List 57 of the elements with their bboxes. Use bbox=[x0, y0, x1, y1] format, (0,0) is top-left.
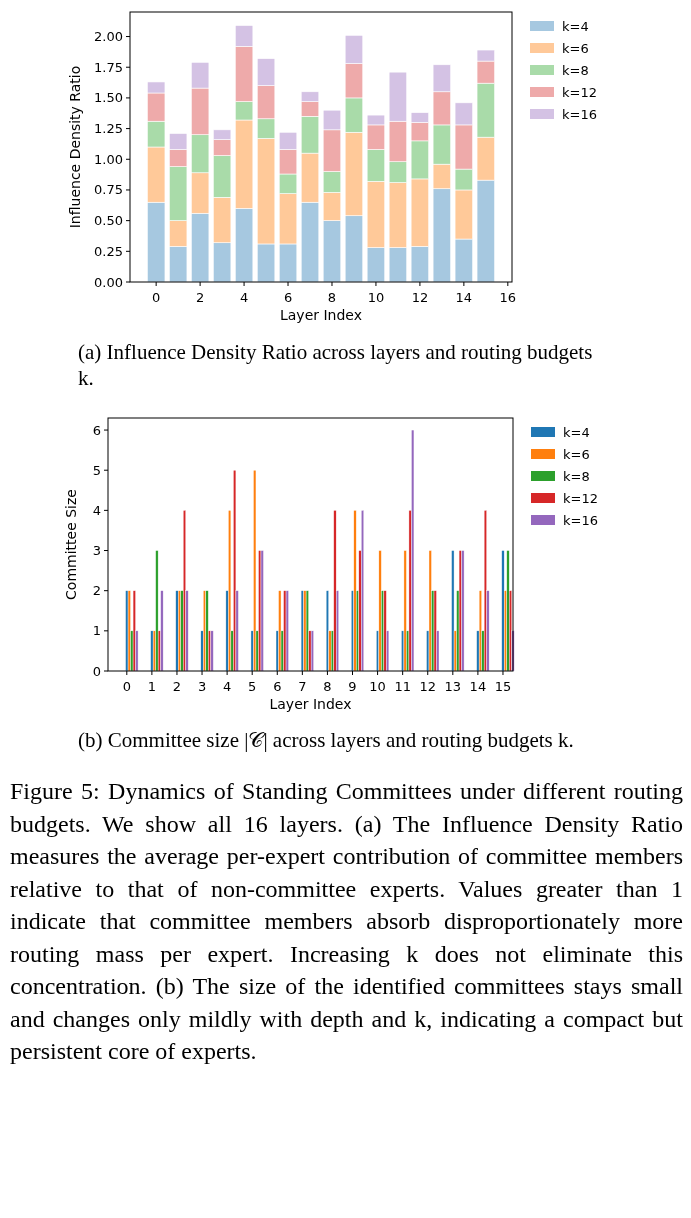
x-tick-label: 2 bbox=[195, 290, 205, 305]
x-tick-label: 9 bbox=[348, 679, 357, 694]
x-tick-label: 4 bbox=[222, 679, 232, 694]
x-axis-title: Layer Index bbox=[279, 307, 363, 323]
legend-label: k=6 bbox=[563, 447, 590, 462]
x-tick-label: 12 bbox=[419, 679, 437, 694]
text: (a) Influence Density Ratio across layers and routing budgets k. bbox=[78, 339, 594, 391]
y-tick-label: 2 bbox=[92, 583, 101, 599]
x-tick-label: 1 bbox=[147, 679, 157, 694]
y-tick-label: 0.25 bbox=[94, 243, 123, 259]
y-tick-label: 0.50 bbox=[94, 213, 123, 229]
y-tick-label: 1.25 bbox=[94, 121, 123, 137]
x-tick-label: 5 bbox=[248, 679, 257, 694]
y-tick-label: 0 bbox=[92, 663, 101, 679]
y-tick-label: 0.75 bbox=[94, 182, 123, 198]
legend-label: k=12 bbox=[562, 85, 597, 100]
x-tick-label: 14 bbox=[455, 290, 473, 305]
x-tick-label: 7 bbox=[298, 679, 307, 694]
x-tick-label: 14 bbox=[469, 679, 487, 694]
y-tick-label: 3 bbox=[92, 543, 101, 559]
x-tick-label: 8 bbox=[323, 679, 332, 694]
y-tick-label: 1.00 bbox=[94, 151, 123, 167]
x-tick-label: 6 bbox=[283, 290, 293, 305]
x-tick-label: 10 bbox=[367, 290, 385, 305]
x-tick-label: 13 bbox=[444, 679, 462, 694]
legend-label: k=4 bbox=[563, 425, 590, 440]
y-tick-label: 1.75 bbox=[94, 59, 123, 75]
legend-label: k=8 bbox=[562, 63, 589, 78]
x-tick-label: 10 bbox=[369, 679, 386, 694]
y-tick-label: 1 bbox=[92, 623, 101, 639]
y-tick-label: 6 bbox=[92, 422, 101, 438]
y-tick-label: 4 bbox=[92, 502, 101, 518]
y-tick-label: 2.00 bbox=[94, 29, 123, 45]
x-tick-label: 6 bbox=[273, 679, 282, 694]
y-axis-title: Influence Density Ratio bbox=[67, 65, 83, 229]
x-tick-label: 15 bbox=[494, 679, 512, 694]
x-tick-label: 3 bbox=[197, 679, 207, 694]
x-tick-label: 11 bbox=[394, 679, 411, 694]
y-tick-label: 1.50 bbox=[94, 90, 123, 106]
x-tick-label: 16 bbox=[499, 290, 517, 305]
legend-label: k=16 bbox=[562, 107, 597, 122]
legend-label: k=4 bbox=[562, 19, 589, 34]
legend-label: k=8 bbox=[563, 469, 590, 484]
legend-label: k=6 bbox=[562, 41, 589, 56]
text: Figure 5: Dynamics of Standing Committees under different routing budgets. We show all 16 layers. (a) The Influence Density Ratio measures the average per-expert contribution of committee members relative to that of non-committee experts. Values greater than 1 indicate that committee members absorb disproportionately more routing mass per expert. Increasing k does not eliminate this concentration. (b) The size of the identified committees stays small and changes only mildly with depth and k, indicating a compact but persistent core of experts. bbox=[10, 778, 683, 1064]
legend-label: k=16 bbox=[563, 513, 598, 528]
x-tick-label: 0 bbox=[152, 290, 161, 305]
x-tick-label: 2 bbox=[172, 679, 182, 694]
x-tick-label: 4 bbox=[239, 290, 249, 305]
x-axis-title: Layer Index bbox=[269, 696, 352, 712]
y-axis-title: Committee Size bbox=[63, 489, 79, 600]
x-tick-label: 8 bbox=[327, 290, 337, 305]
y-tick-label: 0.00 bbox=[94, 274, 123, 290]
legend-label: k=12 bbox=[563, 491, 598, 506]
text: (b) Committee size |𝒞| across layers and routing budgets k. bbox=[78, 727, 575, 753]
y-tick-label: 5 bbox=[92, 462, 101, 478]
x-tick-label: 12 bbox=[411, 290, 429, 305]
